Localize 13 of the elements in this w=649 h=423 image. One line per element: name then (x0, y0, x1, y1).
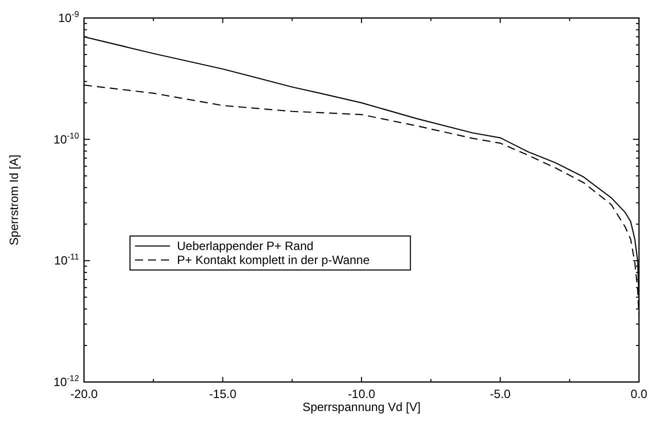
legend-label: Ueberlappender P+ Rand (177, 239, 314, 253)
y-axis-title: Sperrstrom Id [A] (7, 154, 21, 246)
y-tick-label: 10$^{-10}$ (54, 130, 80, 146)
x-tick-label: 0.0 (630, 387, 648, 401)
x-tick-label: -5.0 (490, 387, 511, 401)
y-tick-label: 10$^{-12}$ (54, 373, 80, 389)
y-tick-label: 10$^{-11}$ (54, 252, 80, 268)
y-tick-label: 10$^{-9}$ (58, 9, 80, 25)
x-tick-label: -20.0 (70, 387, 98, 401)
x-tick-label: -10.0 (348, 387, 376, 401)
x-axis-title: Sperrspannung Vd [V] (302, 400, 421, 414)
legend-label: P+ Kontakt komplett in der p-Wanne (177, 253, 370, 267)
x-tick-label: -15.0 (209, 387, 237, 401)
